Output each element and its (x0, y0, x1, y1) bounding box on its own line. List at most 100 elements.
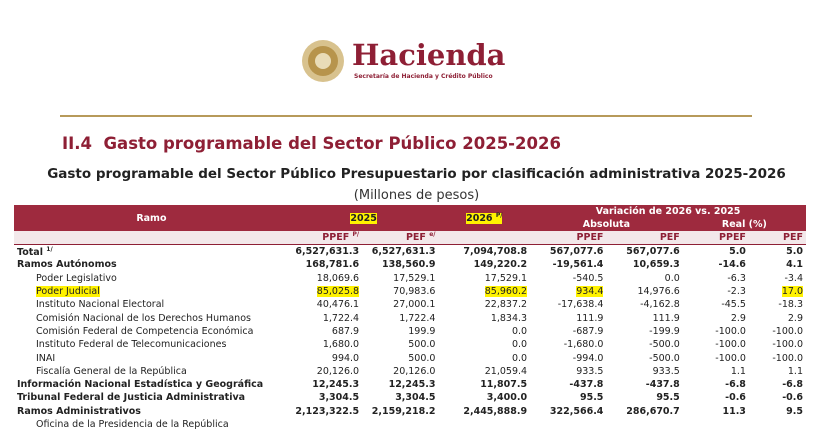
value: 2.9 (787, 312, 803, 324)
row-label-cell: Comisión Federal de Competencia Económic… (14, 325, 289, 338)
value-cell: -19,561.4 (530, 258, 606, 271)
value-cell: 0.0 (438, 351, 530, 364)
value: -687.9 (572, 325, 604, 337)
value: -994.0 (572, 352, 604, 364)
value-cell: 4.1 (749, 258, 806, 271)
value: 286,670.7 (626, 405, 680, 417)
value: 111.9 (576, 312, 604, 324)
value-cell: 6,527,631.3 (289, 245, 362, 259)
row-label: Instituto Nacional Electoral (36, 299, 165, 311)
value: 1.1 (787, 365, 803, 377)
value-cell: -45.5 (683, 298, 749, 311)
row-label-cell: Comisión Nacional de los Derechos Humano… (14, 311, 289, 324)
value-cell: 14,976.6 (606, 285, 682, 298)
header-cell (14, 231, 289, 245)
value-cell: 17,529.1 (438, 272, 530, 285)
brand-subtitle: Secretaría de Hacienda y Crédito Público (354, 73, 493, 80)
value-cell: 1.1 (749, 365, 806, 378)
row-label-cell: Poder Legislativo (14, 272, 289, 285)
value-cell: 933.5 (530, 365, 606, 378)
header-cell: Variación de 2026 vs. 2025 (530, 205, 806, 218)
value-cell: -540.5 (530, 272, 606, 285)
value: 9.5 (786, 405, 803, 417)
value-cell: 40,476.1 (289, 298, 362, 311)
value: 11.3 (722, 405, 746, 417)
value: -6.3 (727, 272, 746, 284)
value: 6,527,631.3 (295, 246, 360, 258)
row-label-cell: Total 1/ (14, 245, 289, 259)
header-cell: 2025 (288, 205, 439, 231)
value: 17,529.1 (393, 272, 436, 284)
value-cell: 11,807.5 (438, 378, 530, 391)
value: 5.0 (729, 246, 746, 258)
value-cell: 1,680.0 (289, 338, 362, 351)
value: 3,304.5 (395, 392, 436, 404)
value-cell: 20,126.0 (362, 365, 438, 378)
header-text: PPEF (576, 232, 604, 243)
value: 12,245.3 (388, 379, 436, 391)
value-cell: 567,077.6 (530, 245, 606, 259)
row-label: Poder Legislativo (36, 272, 117, 284)
value: 2,123,322.5 (295, 405, 360, 417)
value: 1,722.4 (322, 312, 360, 324)
value: -17,638.4 (557, 299, 604, 311)
brand: Hacienda (352, 38, 506, 72)
value-cell: 567,077.6 (606, 245, 682, 259)
row-label: INAI (36, 352, 56, 364)
value: 11,807.5 (480, 379, 528, 391)
value-cell: 85,025.8 (289, 285, 362, 298)
logo-eagle (315, 53, 331, 69)
value: 0.0 (511, 325, 528, 337)
value-cell: -17,638.4 (530, 298, 606, 311)
value: 0.0 (511, 339, 528, 351)
value-cell: -100.0 (683, 351, 749, 364)
value: 0.0 (511, 352, 528, 364)
row-label-cell: Instituto Nacional Electoral (14, 298, 289, 311)
row-label-cell: INAI (14, 351, 289, 364)
value-cell: 20,126.0 (289, 365, 362, 378)
header-text: 2025 (350, 212, 377, 224)
value: 17,529.1 (484, 272, 528, 284)
value: -437.8 (645, 379, 680, 391)
value-cell: 12,245.3 (362, 378, 438, 391)
value: 567,077.6 (626, 246, 680, 258)
value-cell: 17,529.1 (362, 272, 438, 285)
value: 21,059.4 (484, 365, 528, 377)
footnote: P/ (495, 211, 503, 219)
header-cell: Real (%) (682, 218, 806, 231)
row-label: Ramos Autónomos (17, 259, 117, 271)
value: 12,245.3 (312, 379, 360, 391)
value: 149,220.2 (473, 259, 528, 271)
header-cell: 2026 P/ (438, 205, 531, 231)
value-cell: 18,069.6 (289, 272, 362, 285)
value-cell: 687.9 (289, 325, 362, 338)
row-label-cell: Tribunal Federal de Justicia Administrat… (14, 391, 289, 404)
value-cell: -2.3 (683, 285, 749, 298)
value-cell: 10,659.3 (606, 258, 682, 271)
row-label-cell: Fiscalía General de la República (14, 365, 289, 378)
value-cell: -6.3 (683, 272, 749, 285)
value-cell (530, 418, 606, 431)
value-cell: -994.0 (530, 351, 606, 364)
value: -19,561.4 (552, 259, 604, 271)
value-cell: 11.3 (683, 405, 749, 418)
value: -500.0 (649, 339, 680, 351)
value: 1,680.0 (322, 339, 360, 351)
table-row: Instituto Nacional Electoral 40,476.1 27,0… (14, 298, 806, 311)
row-label-cell: Poder Judicial (14, 285, 289, 298)
value: -500.0 (649, 352, 680, 364)
value: -2.3 (727, 286, 746, 298)
value-cell: 322,566.4 (530, 405, 606, 418)
header-cell: PEF e/ (362, 231, 439, 245)
row-label-cell: Instituto Federal de Telecomunicaciones (14, 338, 289, 351)
value-cell: 6,527,631.3 (362, 245, 438, 259)
row-label: Oficina de la Presidencia de la Repúblic… (36, 419, 229, 430)
footnote: 1/ (46, 245, 53, 253)
value: 2.9 (730, 312, 746, 324)
header-text: PPEF (719, 232, 746, 243)
row-label: Poder Judicial (36, 286, 100, 298)
value: -0.6 (782, 392, 803, 404)
table-title: Gasto programable del Sector Público Pre… (47, 166, 786, 182)
value-cell (362, 418, 438, 431)
